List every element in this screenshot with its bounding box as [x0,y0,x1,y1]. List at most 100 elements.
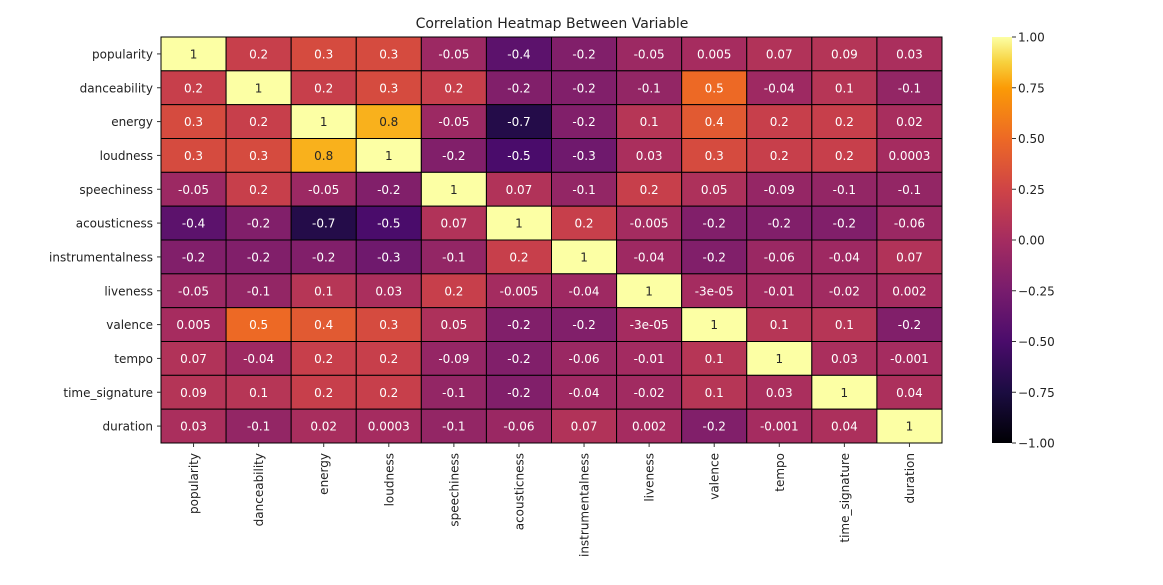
cell-value-label: 0.07 [441,217,468,231]
heatmap-cell [876,374,943,410]
x-tick-label: instrumentalness [578,453,592,557]
heatmap-cell [355,70,422,106]
x-axis-tick-labels: popularity danceability energy loudness spee… [187,443,917,557]
heatmap-cell [485,239,552,275]
heatmap-cell [551,239,618,275]
colorbar-tick-label: 0.50 [1018,132,1045,146]
heatmap-cell [746,408,813,444]
heatmap-cell [616,341,683,376]
heatmap-cell [420,273,487,309]
heatmap-cell [876,239,943,275]
cell-value-label: -0.7 [312,217,335,231]
heatmap-cell [160,374,227,410]
heatmap-cell [876,104,943,139]
cell-value-label: -0.4 [507,47,530,61]
colorbar-tick-label: 1.00 [1018,31,1045,45]
colorbar-tick-label: −0.50 [1018,335,1055,349]
heatmap-cell [811,307,878,342]
heatmap-cell [681,138,748,173]
heatmap-cell [355,273,422,309]
y-tick-label: valence [106,318,153,332]
heatmap-cell [811,70,878,106]
heatmap-cell [551,138,618,173]
y-tick-label: tempo [114,352,153,366]
heatmap-cell [420,239,487,275]
heatmap-cell [551,374,618,410]
cell-value-label: -0.04 [569,284,600,298]
colorbar-tick-label: 0.75 [1018,81,1045,95]
cell-value-label: 0.3 [184,149,203,163]
cell-value-label: 0.3 [705,149,724,163]
heatmap-cell [681,239,748,275]
cell-value-label: 0.1 [705,352,724,366]
cell-value-label: -0.2 [572,47,595,61]
cell-value-label: 0.03 [831,352,858,366]
cell-value-label: 1 [580,250,588,264]
cell-value-label: -0.1 [442,250,465,264]
x-tick-label: danceability [252,453,266,526]
cell-value-label: -0.1 [898,183,921,197]
cell-value-label: 1 [515,217,523,231]
colorbar-tick-label: −1.00 [1018,437,1055,451]
x-tick-label: popularity [187,453,201,514]
cell-value-label: -0.2 [247,217,270,231]
cell-value-label: -0.2 [507,81,530,95]
colorbar-ticks: 1.00 0.75 0.50 0.25 0.00 −0.25 −0.50 −0.75 −1.00 [1012,31,1055,451]
cell-value-label: 0.1 [314,284,333,298]
heatmap-cells [160,36,943,444]
cell-value-label: -0.02 [634,386,665,400]
heatmap-cell [290,408,357,444]
cell-value-label: 0.2 [509,250,528,264]
heatmap-cell [290,171,357,207]
heatmap-cell [355,307,422,342]
cell-value-label: -0.1 [247,284,270,298]
heatmap-cell [746,138,813,173]
cell-value-label: -0.09 [438,352,469,366]
cell-value-label: -0.05 [634,47,665,61]
y-tick-label: acousticness [76,217,153,231]
heatmap-cell [485,307,552,342]
heatmap-cell [746,341,813,376]
heatmap-cell [420,104,487,139]
heatmap-cell [551,104,618,139]
heatmap-cell [811,374,878,410]
cell-value-label: 0.3 [379,47,398,61]
y-tick-label: liveness [104,284,153,298]
heatmap-cell [811,341,878,376]
cell-value-label: 1 [710,318,718,332]
heatmap-cell [225,408,292,444]
cell-value-label: 0.2 [444,81,463,95]
cell-value-label: -0.2 [572,318,595,332]
heatmap-cell [551,273,618,309]
y-tick-label: energy [111,115,153,129]
cell-value-label: -3e-05 [630,318,669,332]
cell-value-label: -0.2 [702,217,725,231]
heatmap-cell [485,374,552,410]
cell-value-label: 0.3 [314,47,333,61]
cell-value-label: -0.2 [702,250,725,264]
cell-value-label: 0.1 [249,386,268,400]
heatmap-cell [420,70,487,106]
cell-value-label: -0.005 [500,284,539,298]
cell-value-label: 0.03 [180,420,207,434]
cell-value-label: 1 [385,149,393,163]
y-tick-label: duration [103,420,154,434]
x-tick-label: tempo [773,453,787,492]
cell-value-label: -0.2 [898,318,921,332]
cell-value-label: 1 [255,81,263,95]
colorbar-tick-label: −0.25 [1018,284,1055,298]
cell-value-label: -0.1 [442,420,465,434]
heatmap-cell [746,36,813,72]
y-tick-label: speechiness [79,183,153,197]
cell-value-label: -0.1 [247,420,270,434]
x-tick-label: speechiness [447,453,461,527]
cell-value-label: 0.2 [249,115,268,129]
heatmap-cell [746,70,813,106]
heatmap-cell [681,205,748,241]
heatmap-cell [225,239,292,275]
cell-value-label: 0.02 [310,420,337,434]
cell-value-label: 0.07 [766,47,793,61]
y-tick-label: time_signature [63,386,153,400]
heatmap-cell [811,408,878,444]
